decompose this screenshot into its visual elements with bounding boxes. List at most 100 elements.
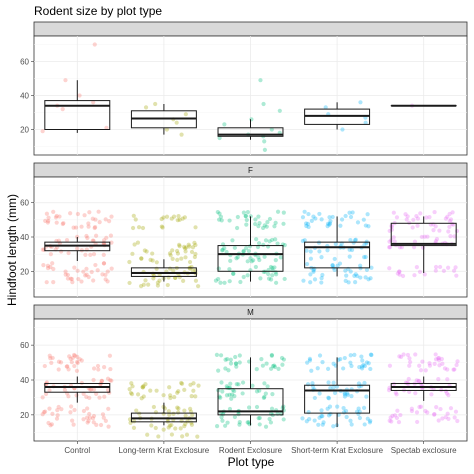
data-point [241, 249, 246, 254]
data-point [348, 238, 353, 243]
data-point [304, 223, 309, 229]
data-point [217, 135, 222, 141]
data-point [243, 213, 248, 219]
data-point [224, 384, 229, 389]
data-point [42, 363, 47, 369]
box-5 [390, 376, 457, 401]
data-point [91, 387, 97, 392]
data-point [95, 363, 101, 369]
data-point [143, 382, 148, 387]
data-point [305, 221, 311, 226]
data-point [306, 224, 311, 230]
data-point [256, 255, 261, 260]
data-point [72, 407, 77, 413]
data-point [175, 390, 180, 395]
data-point [265, 244, 271, 249]
data-point [268, 264, 274, 270]
data-point [320, 422, 325, 427]
data-point [393, 390, 398, 395]
data-point [249, 259, 254, 264]
data-point [244, 217, 249, 223]
data-point [175, 248, 180, 254]
data-point [262, 381, 267, 386]
data-point [346, 280, 351, 285]
data-point [127, 280, 132, 286]
data-point [87, 411, 92, 417]
data-point [250, 383, 255, 388]
data-point [215, 209, 220, 215]
data-point [326, 396, 332, 401]
data-point [269, 406, 275, 411]
box-2 [130, 402, 197, 426]
data-point [332, 256, 337, 262]
data-point [307, 417, 312, 422]
data-point [141, 282, 146, 287]
data-point [436, 355, 442, 361]
data-point [68, 211, 73, 216]
box-iqr [304, 384, 371, 414]
data-point [410, 225, 415, 230]
data-point [443, 415, 448, 420]
facet-panel: M 20 40 60 [20, 304, 468, 442]
y-tick-label: 60 [20, 58, 29, 67]
data-point [439, 356, 444, 362]
data-point [109, 214, 114, 219]
data-point [245, 209, 250, 215]
data-point [405, 214, 410, 219]
data-point [43, 218, 48, 223]
data-point [216, 266, 221, 271]
data-point [169, 422, 174, 428]
data-point [75, 268, 80, 273]
data-point [262, 394, 267, 399]
data-point [154, 260, 159, 265]
data-point [84, 394, 89, 399]
data-point [397, 269, 402, 274]
data-point [56, 367, 61, 372]
data-point [241, 274, 246, 280]
data-point [86, 418, 91, 424]
data-point [358, 100, 363, 105]
data-point [188, 406, 193, 411]
data-point [319, 217, 324, 222]
box-4 [304, 216, 371, 277]
data-point [350, 210, 355, 215]
data-point [445, 367, 450, 372]
data-point [83, 273, 88, 278]
data-point [326, 413, 332, 418]
data-point [174, 120, 179, 125]
data-point [213, 278, 219, 283]
data-point [368, 276, 373, 281]
data-point [105, 376, 111, 381]
data-point [50, 355, 55, 361]
data-point [68, 356, 73, 361]
data-point [437, 228, 442, 233]
jitter-points [40, 209, 460, 289]
data-point [392, 239, 397, 244]
data-point [109, 266, 114, 271]
data-point [368, 352, 374, 357]
data-point [84, 233, 89, 239]
data-point [77, 93, 82, 98]
data-point [233, 361, 239, 366]
data-point [453, 265, 458, 270]
data-point [56, 404, 61, 410]
data-point [446, 229, 451, 234]
data-point [96, 209, 101, 214]
data-point [40, 247, 45, 252]
data-point [227, 392, 232, 397]
box-3 [217, 119, 284, 140]
data-point [65, 276, 71, 281]
data-point [93, 217, 98, 222]
data-point [312, 395, 317, 401]
x-tick-label: Long-term Krat Exclosure [119, 446, 210, 455]
data-point [157, 278, 162, 283]
data-point [433, 357, 439, 362]
data-point [223, 366, 228, 371]
data-point [46, 420, 51, 426]
data-point [102, 238, 107, 243]
data-point [342, 394, 347, 399]
y-tick-label: 40 [20, 376, 29, 385]
data-point [97, 395, 102, 400]
data-point [353, 238, 358, 243]
data-point [275, 241, 280, 246]
